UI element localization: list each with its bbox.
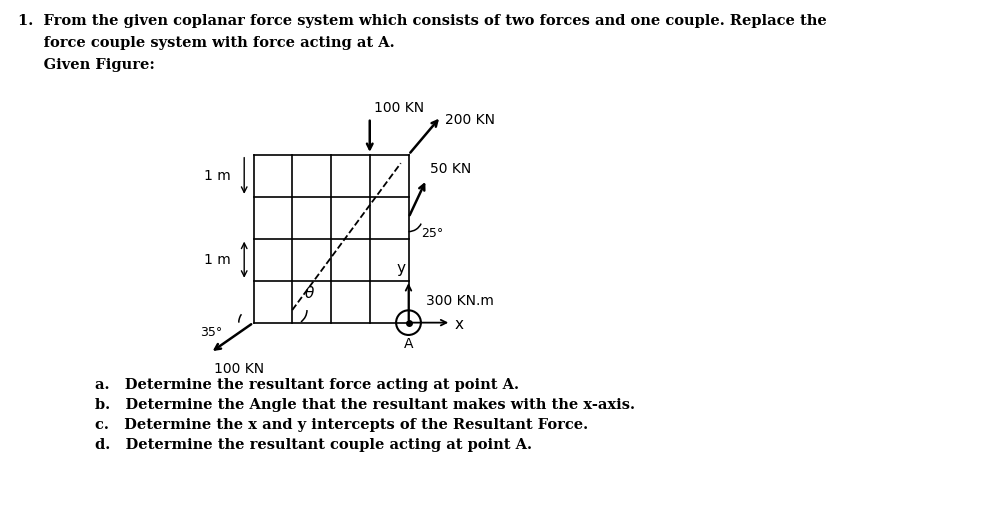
Text: x: x [455, 317, 464, 332]
Text: 100 KN: 100 KN [214, 362, 264, 376]
Text: A: A [404, 337, 413, 351]
Text: $\theta$: $\theta$ [304, 285, 315, 301]
Text: 35°: 35° [200, 325, 222, 339]
Text: y: y [396, 262, 405, 276]
Text: Given Figure:: Given Figure: [18, 58, 155, 72]
Text: d.   Determine the resultant couple acting at point A.: d. Determine the resultant couple acting… [95, 438, 532, 452]
Text: 100 KN: 100 KN [374, 101, 424, 115]
Text: 50 KN: 50 KN [429, 162, 471, 176]
Text: 300 KN.m: 300 KN.m [425, 294, 493, 308]
Text: 1.  From the given coplanar force system which consists of two forces and one co: 1. From the given coplanar force system … [18, 14, 827, 28]
Text: force couple system with force acting at A.: force couple system with force acting at… [18, 36, 395, 50]
Text: 200 KN: 200 KN [445, 113, 494, 127]
Text: a.   Determine the resultant force acting at point A.: a. Determine the resultant force acting … [95, 378, 519, 392]
Text: 1 m: 1 m [203, 252, 230, 267]
Text: 1 m: 1 m [203, 169, 230, 183]
Text: b.   Determine the Angle that the resultant makes with the x-axis.: b. Determine the Angle that the resultan… [95, 398, 635, 412]
Text: c.   Determine the x and y intercepts of the Resultant Force.: c. Determine the x and y intercepts of t… [95, 418, 588, 432]
Text: 25°: 25° [421, 227, 443, 240]
